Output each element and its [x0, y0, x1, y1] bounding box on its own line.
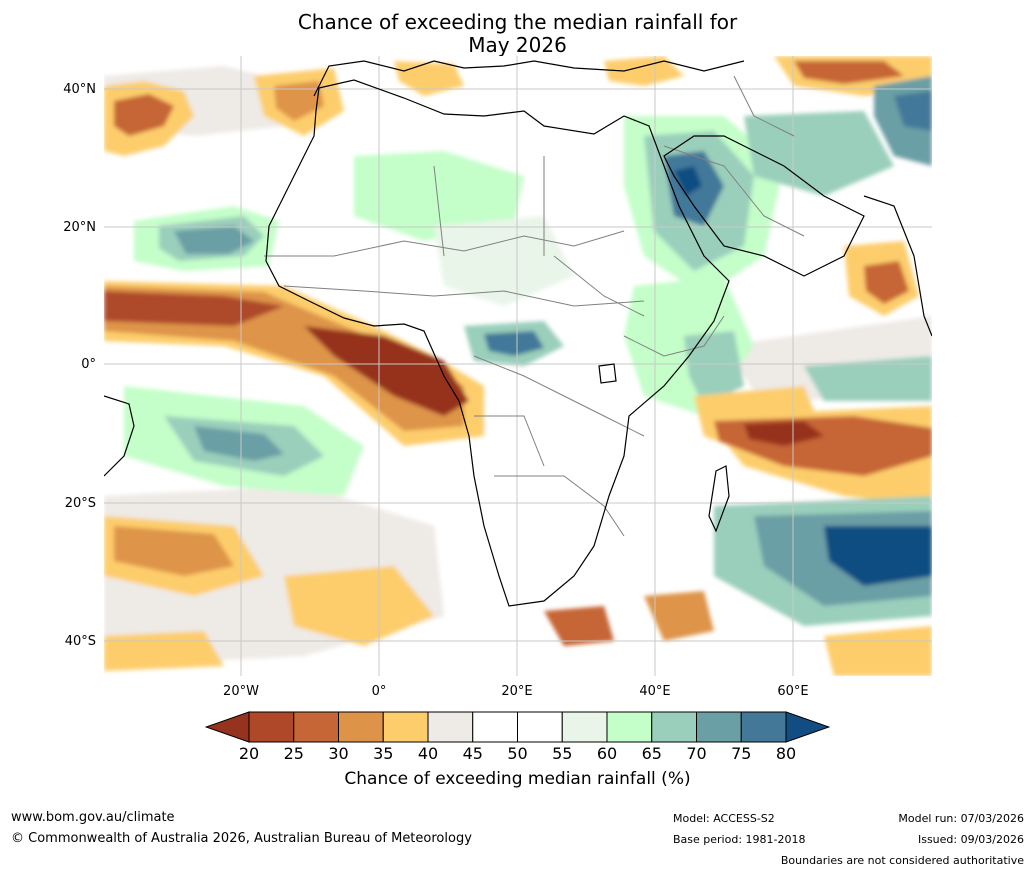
footer-issued: Issued: 09/03/2026 — [917, 833, 1024, 846]
colorbar-tick-70: 70 — [686, 744, 707, 763]
footer-model: Model: ACCESS-S2 — [673, 812, 775, 825]
lat-label-40s: 40°S — [64, 634, 96, 649]
colorbar-cell-40 — [427, 711, 474, 743]
border-sahara-line — [264, 230, 625, 257]
colorbar-tick-55: 55 — [552, 744, 573, 763]
wet-south-atlantic-core — [194, 426, 284, 461]
coast-lake-victoria — [598, 363, 617, 384]
rainfall-map — [104, 56, 932, 676]
colorbar-label: Chance of exceeding median rainfall (%) — [344, 769, 691, 789]
coast-madagascar — [708, 465, 730, 533]
colorbar-cell-75 — [740, 711, 787, 743]
wet-sahara — [354, 151, 524, 241]
colorbar-tick-65: 65 — [641, 744, 662, 763]
footer-copyright: © Commonwealth of Australia 2026, Austra… — [11, 831, 472, 846]
coast-arabia — [663, 135, 865, 277]
country-borders — [264, 75, 805, 537]
colorbar-tick-75: 75 — [731, 744, 752, 763]
coast-africa — [265, 79, 730, 607]
colorbar-tick-25: 25 — [283, 744, 304, 763]
colorbar-cell-60 — [606, 711, 653, 743]
colorbar-cell-30 — [338, 711, 384, 743]
footer-disclaimer: Boundaries are not considered authoritat… — [780, 854, 1024, 867]
lat-label-0: 0° — [81, 357, 96, 372]
lon-label-60e: 60°E — [777, 684, 809, 699]
footer-website: www.bom.gov.au/climate — [11, 810, 175, 825]
lon-label-0: 0° — [371, 684, 387, 699]
rainfall-field — [104, 56, 932, 676]
colorbar-tick-20: 20 — [238, 744, 260, 763]
border-central-line — [473, 355, 645, 437]
lon-label-40e: 40°E — [639, 684, 671, 699]
coastlines — [104, 60, 932, 607]
dry-arabian-sea-core — [864, 261, 909, 304]
wet-indian-ocean-equatorial — [804, 356, 932, 401]
colorbar-tick-35: 35 — [373, 744, 394, 763]
dry-north-atlantic-core — [114, 94, 174, 136]
map-title-line-1: Chance of exceeding the median rainfall … — [297, 10, 738, 34]
coast-europe — [313, 60, 745, 97]
border-angola — [474, 415, 545, 467]
border-algeria-libya — [433, 165, 445, 257]
colorbar-cell-35 — [382, 711, 429, 743]
border-sudan — [553, 255, 645, 317]
border-saudi — [663, 145, 805, 237]
colorbar-tick-40: 40 — [417, 744, 439, 763]
dry-west-europe-core — [274, 81, 324, 121]
colorbar-tick-30: 30 — [328, 744, 349, 763]
footer-model-run: Model run: 07/03/2026 — [898, 812, 1024, 825]
colorbar-cell-25 — [293, 711, 339, 743]
colorbar-cell-45 — [472, 711, 518, 743]
border-east-africa — [623, 315, 725, 357]
wet-persian-gulf — [744, 111, 894, 196]
border-sahel-line — [283, 285, 645, 307]
lat-label-20n: 20°N — [63, 220, 96, 235]
lat-label-40n: 40°N — [63, 82, 96, 97]
lat-label-20s: 20°S — [64, 496, 96, 511]
colorbar — [205, 711, 830, 743]
wet-atlantic-20n-core — [174, 226, 254, 254]
colorbar-arrow-low — [205, 711, 250, 743]
dry-mediterranean — [394, 61, 464, 96]
map-title-line-2: May 2026 — [468, 33, 567, 57]
coast-south-america — [104, 395, 135, 477]
colorbar-cell-70 — [696, 711, 742, 743]
dry-south-atlantic-low — [104, 631, 224, 671]
dry-tropical-atlantic-core — [104, 291, 284, 326]
colorbar-cell-65 — [651, 711, 697, 743]
colorbar-tick-60: 60 — [596, 744, 618, 763]
dry-southern-ocean-mid — [644, 591, 714, 641]
dry-indian-ocean-south-core — [744, 421, 824, 446]
colorbar-tick-50: 50 — [507, 744, 528, 763]
colorbar-cell-55 — [561, 711, 608, 743]
colorbar-tick-45: 45 — [462, 744, 483, 763]
wet-central-africa-core — [484, 331, 544, 356]
border-iran-iraq — [733, 75, 795, 137]
dry-southern-ocean-west — [544, 606, 614, 646]
wet-iran-northeast-core — [894, 91, 932, 131]
wet-red-sea-peak — [674, 166, 702, 196]
lon-label-20e: 20°E — [501, 684, 533, 699]
border-southern-africa — [494, 475, 625, 537]
wet-south-indian-ocean — [824, 526, 932, 586]
coast-india — [863, 195, 932, 337]
colorbar-tick-80: 80 — [775, 744, 797, 763]
dry-turkey — [604, 56, 684, 86]
lon-label-20w: 20°W — [223, 684, 259, 699]
dry-gulf-of-guinea — [304, 326, 469, 416]
graticule — [104, 56, 932, 676]
wet-east-africa-mid — [684, 331, 744, 406]
colorbar-cells — [205, 711, 830, 743]
colorbar-arrow-high — [785, 711, 830, 743]
dry-south-atlantic-west-core — [114, 526, 234, 576]
dry-south-atlantic-east — [284, 566, 434, 646]
dry-iran-core — [794, 61, 904, 84]
colorbar-cell-50 — [517, 711, 563, 743]
colorbar-cell-20 — [248, 711, 295, 743]
footer-base-period: Base period: 1981-2018 — [673, 833, 806, 846]
dry-southern-ocean-east — [824, 626, 932, 676]
